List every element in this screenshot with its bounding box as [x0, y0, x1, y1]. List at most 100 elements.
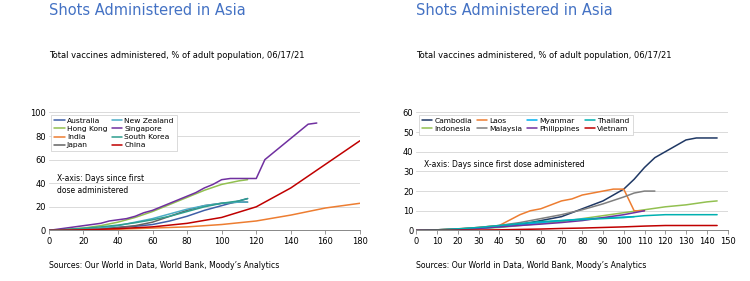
Philippines: [640, 209, 649, 212]
Australia: [96, 227, 105, 230]
Australia: [235, 199, 244, 203]
Hong Kong: [200, 189, 208, 192]
Singapore: [304, 123, 313, 126]
Philippines: [629, 211, 638, 214]
Text: Sources: Our World in Data, World Bank, Moody’s Analytics: Sources: Our World in Data, World Bank, …: [49, 261, 279, 270]
Myanmar: [536, 221, 545, 224]
Thailand: [495, 224, 504, 227]
Cambodia: [474, 226, 483, 230]
Thailand: [578, 218, 586, 221]
Singapore: [200, 186, 208, 190]
Singapore: [252, 177, 261, 180]
Singapore: [217, 178, 226, 181]
Laos: [474, 226, 483, 229]
Line: Singapore: Singapore: [49, 123, 316, 230]
South Korea: [200, 205, 208, 209]
New Zealand: [130, 221, 140, 224]
Malaysia: [640, 189, 649, 193]
South Korea: [130, 221, 140, 225]
Vietnam: [557, 227, 566, 230]
India: [44, 229, 53, 232]
China: [44, 229, 53, 232]
New Zealand: [165, 212, 174, 216]
Hong Kong: [113, 221, 122, 224]
Line: Thailand: Thailand: [416, 215, 717, 230]
Indonesia: [515, 224, 524, 227]
Laos: [598, 189, 608, 193]
Indonesia: [536, 222, 545, 225]
Thailand: [682, 213, 691, 216]
Australia: [44, 229, 53, 232]
Vietnam: [661, 224, 670, 227]
Hong Kong: [148, 210, 157, 213]
Cambodia: [453, 227, 462, 231]
Vietnam: [620, 225, 628, 228]
Myanmar: [495, 225, 504, 228]
Philippines: [412, 229, 421, 232]
India: [182, 225, 191, 228]
Malaysia: [598, 202, 608, 206]
Laos: [412, 229, 421, 232]
Singapore: [88, 223, 97, 226]
Cambodia: [702, 136, 711, 140]
India: [356, 201, 364, 205]
Singapore: [62, 226, 70, 230]
Indonesia: [620, 211, 628, 214]
Vietnam: [629, 225, 638, 228]
Singapore: [165, 201, 174, 205]
South Korea: [96, 225, 105, 228]
Laos: [578, 193, 586, 197]
South Korea: [235, 199, 244, 203]
Australia: [217, 204, 226, 207]
Malaysia: [412, 229, 421, 232]
Indonesia: [682, 203, 691, 207]
Myanmar: [620, 215, 628, 219]
Japan: [130, 224, 140, 227]
Cambodia: [547, 217, 556, 220]
Text: Shots Administered in Asia: Shots Administered in Asia: [416, 3, 613, 18]
Malaysia: [578, 208, 586, 212]
Indonesia: [598, 214, 608, 217]
Singapore: [191, 191, 200, 194]
Vietnam: [433, 229, 442, 232]
Indonesia: [661, 205, 670, 209]
Myanmar: [557, 219, 566, 222]
Cambodia: [671, 144, 680, 148]
Vietnam: [474, 228, 483, 232]
Malaysia: [557, 213, 566, 216]
South Korea: [44, 229, 53, 232]
Vietnam: [515, 228, 524, 231]
Singapore: [260, 158, 269, 161]
South Korea: [243, 197, 252, 200]
Myanmar: [578, 217, 586, 221]
Line: Australia: Australia: [49, 199, 248, 230]
Legend: Australia, Hong Kong, India, Japan, New Zealand, Singapore, South Korea, China: Australia, Hong Kong, India, Japan, New …: [51, 115, 177, 151]
Vietnam: [702, 224, 711, 227]
Thailand: [620, 216, 628, 219]
Laos: [495, 224, 504, 227]
Hong Kong: [62, 228, 70, 231]
Philippines: [515, 224, 524, 227]
Malaysia: [433, 228, 442, 232]
Thailand: [640, 214, 649, 217]
India: [113, 228, 122, 231]
Cambodia: [609, 193, 618, 197]
Text: Total vaccines administered, % of adult population, 06/17/21: Total vaccines administered, % of adult …: [416, 51, 672, 60]
New Zealand: [79, 228, 88, 231]
Malaysia: [629, 191, 638, 195]
China: [217, 216, 226, 219]
Australia: [182, 215, 191, 218]
Cambodia: [629, 178, 638, 181]
Text: Shots Administered in Asia: Shots Administered in Asia: [49, 3, 245, 18]
Singapore: [96, 222, 105, 225]
Vietnam: [712, 224, 722, 227]
South Korea: [113, 223, 122, 227]
Japan: [62, 228, 70, 232]
Myanmar: [598, 216, 608, 220]
New Zealand: [182, 207, 191, 211]
Line: South Korea: South Korea: [49, 199, 248, 230]
Indonesia: [433, 228, 442, 232]
Line: Myanmar: Myanmar: [416, 217, 634, 230]
Indonesia: [474, 227, 483, 230]
Line: Laos: Laos: [416, 189, 644, 230]
